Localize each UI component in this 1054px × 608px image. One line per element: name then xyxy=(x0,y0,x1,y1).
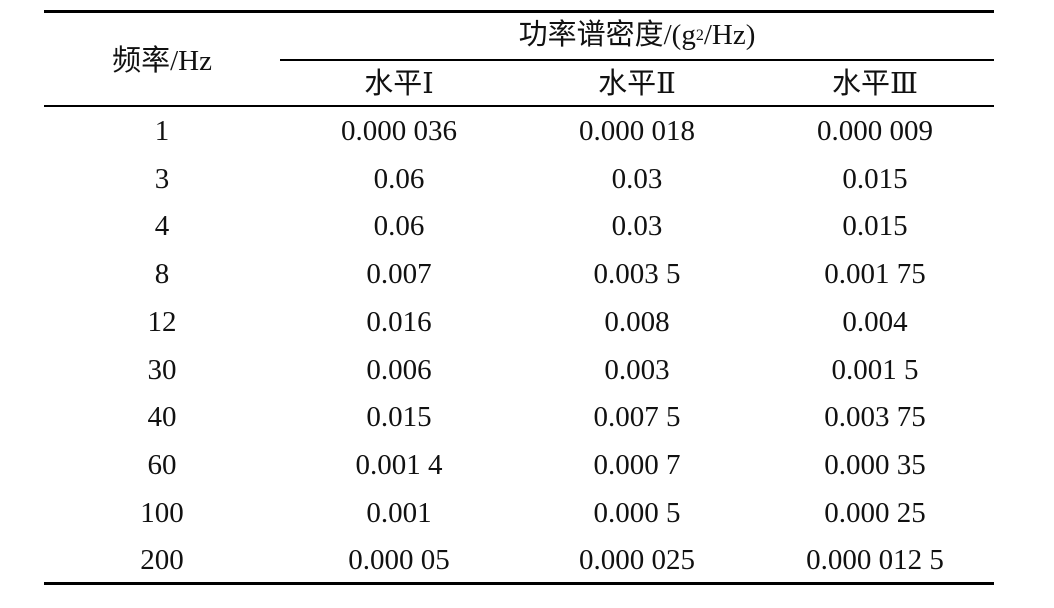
table-cell-frequency: 40 xyxy=(147,401,177,434)
header-psd-prefix: 功率谱密度/(g xyxy=(518,19,696,51)
table-cell-frequency: 8 xyxy=(154,258,170,291)
table-cell-psd-level-2: 0.003 xyxy=(604,353,670,386)
table-cell-frequency: 1 xyxy=(154,115,170,147)
header-level-3: 水平Ⅲ xyxy=(832,68,918,100)
table-cell-psd-level-1: 0.06 xyxy=(373,210,425,243)
header-psd: 功率谱密度/(g2/Hz) xyxy=(280,18,994,57)
table-cell-psd-level-2: 0.000 5 xyxy=(593,496,681,529)
table-cell-psd-level-3: 0.001 5 xyxy=(831,353,919,386)
table-cell-frequency: 3 xyxy=(154,162,170,195)
table-cell-psd-level-1: 0.016 xyxy=(366,305,432,338)
table-cell-frequency: 200 xyxy=(140,544,184,577)
table-cell-psd-level-2: 0.03 xyxy=(611,162,663,195)
table-cell-psd-level-3: 0.003 75 xyxy=(824,401,926,434)
header-sub-rule xyxy=(280,59,994,61)
header-psd-suffix: /Hz) xyxy=(703,19,756,51)
table-cell-psd-level-2: 0.000 7 xyxy=(593,448,681,481)
table-cell-psd-level-3: 0.000 25 xyxy=(824,496,926,529)
table-cell-psd-level-1: 0.006 xyxy=(366,353,432,386)
table-cell-psd-level-2: 0.007 5 xyxy=(593,401,681,434)
header-level-1: 水平Ⅰ xyxy=(364,68,434,100)
table-cell-psd-level-3: 0.000 009 xyxy=(817,115,933,147)
table-cell-frequency: 12 xyxy=(147,305,177,338)
table-cell-psd-level-2: 0.03 xyxy=(611,210,663,243)
table-cell-psd-level-1: 0.000 05 xyxy=(348,544,450,577)
table-cell-psd-level-1: 0.007 xyxy=(366,258,432,291)
table-cell-frequency: 60 xyxy=(147,448,177,481)
table-cell-frequency: 100 xyxy=(140,496,184,529)
table-cell-psd-level-2: 0.003 5 xyxy=(593,258,681,291)
table-cell-psd-level-3: 0.015 xyxy=(842,210,908,243)
table-cell-psd-level-2: 0.008 xyxy=(604,305,670,338)
table-cell-psd-level-1: 0.001 xyxy=(366,496,432,529)
table-bottom-rule xyxy=(44,582,994,585)
table-cell-psd-level-1: 0.000 036 xyxy=(341,115,457,147)
table-cell-frequency: 4 xyxy=(154,210,170,243)
table-cell-psd-level-1: 0.001 4 xyxy=(355,448,443,481)
table-cell-frequency: 30 xyxy=(147,353,177,386)
header-psd-superscript: 2 xyxy=(695,27,704,44)
table-cell-psd-level-3: 0.000 012 5 xyxy=(806,544,944,577)
table-cell-psd-level-3: 0.000 35 xyxy=(824,448,926,481)
table-cell-psd-level-3: 0.001 75 xyxy=(824,258,926,291)
table-cell-psd-level-2: 0.000 018 xyxy=(579,115,695,147)
table-cell-psd-level-3: 0.015 xyxy=(842,162,908,195)
header-frequency: 频率/Hz xyxy=(112,45,212,77)
table-cell-psd-level-3: 0.004 xyxy=(842,305,908,338)
table-cell-psd-level-1: 0.015 xyxy=(366,401,432,434)
header-level-2: 水平Ⅱ xyxy=(598,68,676,100)
table-cell-psd-level-1: 0.06 xyxy=(373,162,425,195)
table-cell-psd-level-2: 0.000 025 xyxy=(579,544,695,577)
header-bottom-rule xyxy=(44,105,994,107)
table-top-rule xyxy=(44,10,994,13)
